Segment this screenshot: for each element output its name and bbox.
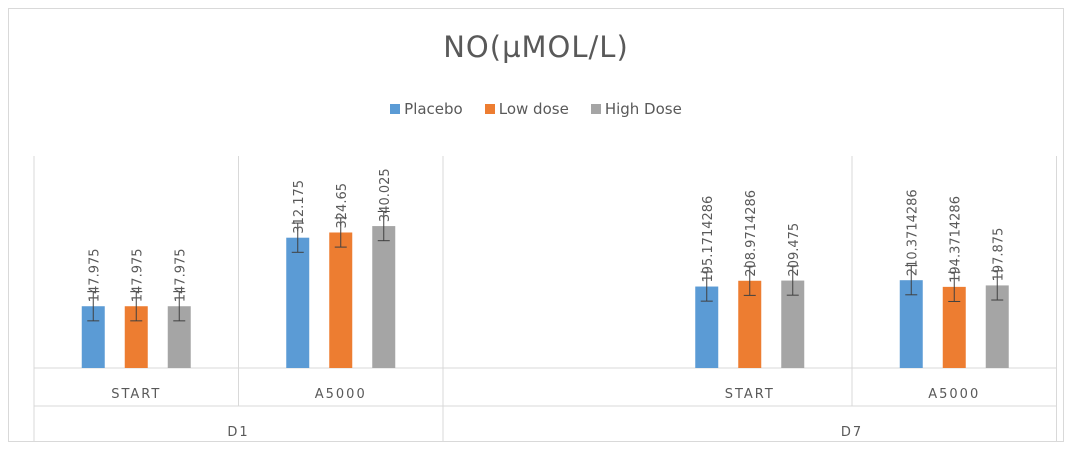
- bar: [899, 280, 923, 368]
- data-label: 147.975: [130, 248, 145, 302]
- bar: [985, 285, 1009, 368]
- bar: [167, 306, 191, 368]
- bar: [738, 280, 762, 368]
- chart-area: [8, 8, 1064, 442]
- legend-swatch-placebo: [390, 104, 401, 114]
- legend-swatch-high-dose: [590, 104, 601, 114]
- bar: [781, 280, 805, 368]
- bar: [329, 232, 353, 368]
- legend-swatch-low-dose: [484, 104, 495, 114]
- data-label: 147.975: [173, 248, 188, 302]
- legend-label-high-dose: High Dose: [604, 100, 682, 118]
- legend-label-low-dose: Low dose: [498, 100, 569, 118]
- x-tick-label: START: [111, 387, 161, 402]
- legend-item-low-dose: Low dose: [484, 100, 569, 118]
- legend-label-placebo: Placebo: [404, 100, 463, 118]
- group-label: D1: [227, 425, 249, 440]
- data-label: 194.3714286: [948, 196, 963, 283]
- data-label: 195.1714286: [701, 196, 716, 283]
- data-label: 147.975: [87, 248, 102, 302]
- data-label: 210.3714286: [905, 189, 920, 276]
- bar: [286, 237, 310, 368]
- data-label: 209.475: [787, 223, 802, 277]
- data-label: 208.9714286: [744, 190, 759, 277]
- group-label: D7: [841, 425, 863, 440]
- data-label: 312.175: [292, 180, 307, 234]
- legend-item-high-dose: High Dose: [590, 100, 682, 118]
- x-tick-label: START: [725, 387, 775, 402]
- x-tick-label: A5000: [928, 387, 980, 402]
- bar: [372, 226, 396, 368]
- bar: [124, 306, 148, 368]
- data-label: 197.875: [991, 228, 1006, 282]
- legend-item-placebo: Placebo: [390, 100, 463, 118]
- data-label: 340.025: [378, 168, 393, 222]
- bar: [942, 286, 966, 368]
- x-tick-label: A5000: [315, 387, 367, 402]
- bar: [81, 306, 105, 368]
- legend: Placebo Low dose High Dose: [0, 100, 1072, 118]
- bar: [695, 286, 719, 368]
- data-label: 324.65: [335, 183, 350, 229]
- chart-title: NO(µMOL/L): [443, 30, 629, 64]
